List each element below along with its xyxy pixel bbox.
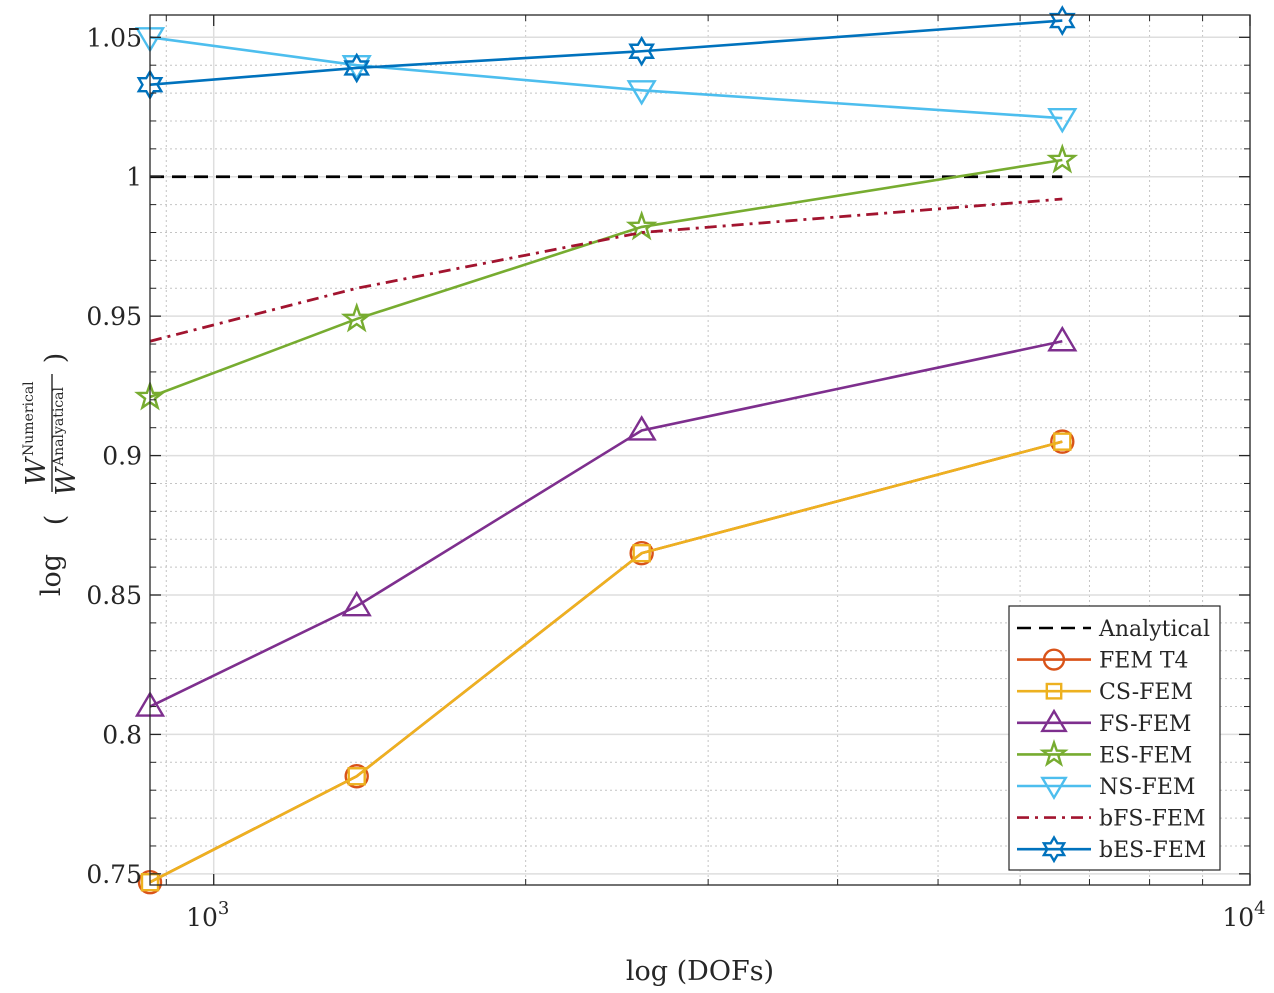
- y-tick-label: 0.9: [102, 442, 142, 471]
- data-point: [1040, 776, 1068, 801]
- x-axis-label: log (DOFs): [626, 956, 774, 987]
- data-point: [1042, 648, 1066, 671]
- y-tick-label: 0.8: [102, 720, 142, 749]
- data-point: [340, 302, 373, 333]
- y-axis-label: log ( W Numerical W Analyatical ): [21, 353, 82, 596]
- series-line: [149, 197, 1063, 343]
- series-line: [149, 440, 1063, 884]
- x-tick-label: 103: [186, 898, 229, 932]
- y-tick-label: 1.05: [86, 23, 142, 52]
- data-point: [344, 764, 369, 789]
- legend-label: ES-FEM: [1099, 743, 1192, 768]
- data-point: [625, 210, 658, 241]
- series-line: [149, 36, 1063, 120]
- y-tick-labels: 0.75 0.8 0.85 0.9 0.95 1 1.05: [86, 23, 142, 889]
- plot-frame: [149, 14, 1251, 886]
- data-point: [632, 543, 651, 563]
- legend-label: NS-FEM: [1099, 775, 1195, 800]
- legend-item: ES-FEM: [1017, 739, 1192, 768]
- y-tick-label: 0.75: [86, 860, 142, 889]
- series-cs-fem: [140, 432, 1072, 892]
- series-fs-fem: [134, 325, 1078, 717]
- legend-label: CS-FEM: [1099, 680, 1193, 705]
- data-point: [1048, 5, 1076, 36]
- legend-item: FS-FEM: [1017, 708, 1191, 737]
- y-tick-label: 0.85: [86, 581, 142, 610]
- data-point: [1047, 325, 1078, 352]
- legend: Analytical FEM T4 CS-FEM FS-FEM ES-FEM NS-FEM…: [1008, 605, 1221, 871]
- data-point: [1040, 708, 1068, 733]
- data-point: [1039, 739, 1069, 767]
- data-point: [347, 767, 366, 786]
- axis-ticks: [150, 15, 1251, 885]
- data-point: [628, 35, 656, 67]
- data-point: [626, 80, 657, 106]
- series-line: [149, 339, 1063, 708]
- y-tick-label: 0.95: [86, 302, 142, 331]
- legend-item: FEM T4: [1017, 648, 1189, 674]
- data-point: [626, 415, 657, 441]
- legend-item: bES-FEM: [1017, 835, 1206, 864]
- y-tick-label: 1: [126, 163, 142, 192]
- data-point: [629, 540, 654, 566]
- legend-label: FEM T4: [1099, 649, 1189, 674]
- series-bfs-fem: [149, 197, 1063, 343]
- series-layer: [134, 5, 1079, 895]
- y-axis-label-denominator-base: W: [51, 466, 82, 496]
- series-line: [149, 158, 1063, 399]
- data-point: [343, 52, 371, 84]
- x-tick-label-exponent: 3: [218, 898, 229, 919]
- legend-label: bES-FEM: [1099, 838, 1206, 863]
- data-point: [1045, 682, 1063, 700]
- y-axis-label-denominator-sup: Analyatical: [51, 387, 67, 467]
- data-point: [341, 590, 372, 617]
- y-axis-label-numerator-sup: Numerical: [21, 381, 37, 456]
- data-point: [1050, 429, 1075, 454]
- y-axis-label-prefix: log: [36, 554, 67, 596]
- y-axis-label-open-paren: (: [40, 515, 71, 526]
- x-tick-label-exponent: 4: [1254, 898, 1265, 919]
- data-point: [1046, 143, 1079, 174]
- legend-item: CS-FEM: [1017, 680, 1193, 705]
- legend-label: bFS-FEM: [1099, 807, 1206, 832]
- series-line: [149, 19, 1063, 87]
- data-point: [1041, 835, 1067, 864]
- legend-item: NS-FEM: [1017, 775, 1195, 801]
- legend-label: Analytical: [1098, 617, 1210, 642]
- legend-box: [1008, 605, 1221, 871]
- data-point: [1053, 432, 1072, 451]
- data-point: [1047, 107, 1078, 134]
- legend-item: Analytical: [1017, 617, 1210, 642]
- legend-label: FS-FEM: [1099, 712, 1191, 737]
- legend-item: bFS-FEM: [1017, 807, 1206, 832]
- y-axis-label-close-paren: ): [40, 353, 71, 364]
- y-axis-label-numerator-base: W: [21, 456, 52, 486]
